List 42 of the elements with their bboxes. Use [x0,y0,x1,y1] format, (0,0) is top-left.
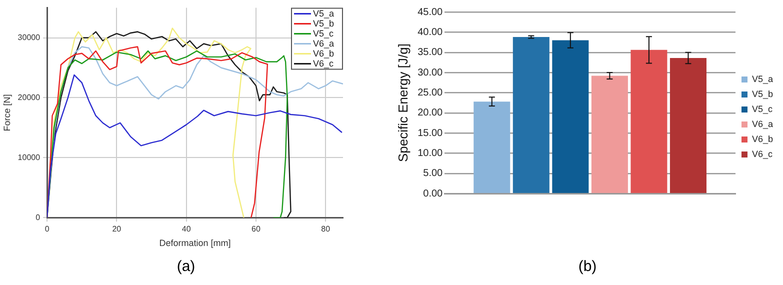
x-tick-label: 80 [321,224,331,234]
bar [512,37,550,193]
y-tick-label: 30.00 [418,67,444,78]
y-axis-title: Specific Energy [J/g] [395,44,410,162]
legend-label: V5_b [752,88,774,99]
y-tick-label: 10.00 [418,148,444,159]
legend-label: V5_a [313,8,334,18]
y-tick-label: 0 [36,212,41,222]
x-tick-label: 40 [182,224,192,234]
y-axis-title: Force [N] [2,94,12,132]
y-tick-label: 45.00 [418,6,444,18]
x-tick-label: 20 [112,224,122,234]
bar [552,40,589,193]
y-tick-label: 15.00 [418,128,444,139]
legend-label: V5_b [313,18,334,28]
x-tick-label: 60 [252,224,261,234]
legend-label: V5_c [752,104,773,114]
y-tick-label: 35.00 [418,47,444,58]
legend-label: V6_c [313,58,334,68]
y-tick-label: 10000 [18,152,41,162]
y-tick-label: 20.00 [418,108,444,119]
legend-label: V6_a [313,38,334,48]
legend-label: V5_a [752,74,774,84]
text: (a) [176,258,196,275]
bar [670,58,706,193]
legend-label: V5_c [313,28,334,38]
y-tick-label: 5.00 [423,168,444,180]
text: (b) [577,258,598,275]
bar [474,102,510,193]
y-tick-label: 0.00 [423,188,444,200]
x-tick-label: 0 [44,224,50,234]
legend-label: V6_b [752,134,774,144]
y-tick-label: 20000 [18,92,41,102]
y-tick-label: 25.00 [418,87,444,98]
y-tick-label: 40.00 [418,26,444,38]
bar [591,76,628,193]
bar [630,50,668,193]
legend-label: V6_b [313,48,334,58]
legend-label: V6_a [752,118,774,129]
y-tick-label: 30000 [18,32,41,42]
legend-label: V6_c [752,148,773,159]
x-axis-title: Deformation [mm] [159,238,231,248]
